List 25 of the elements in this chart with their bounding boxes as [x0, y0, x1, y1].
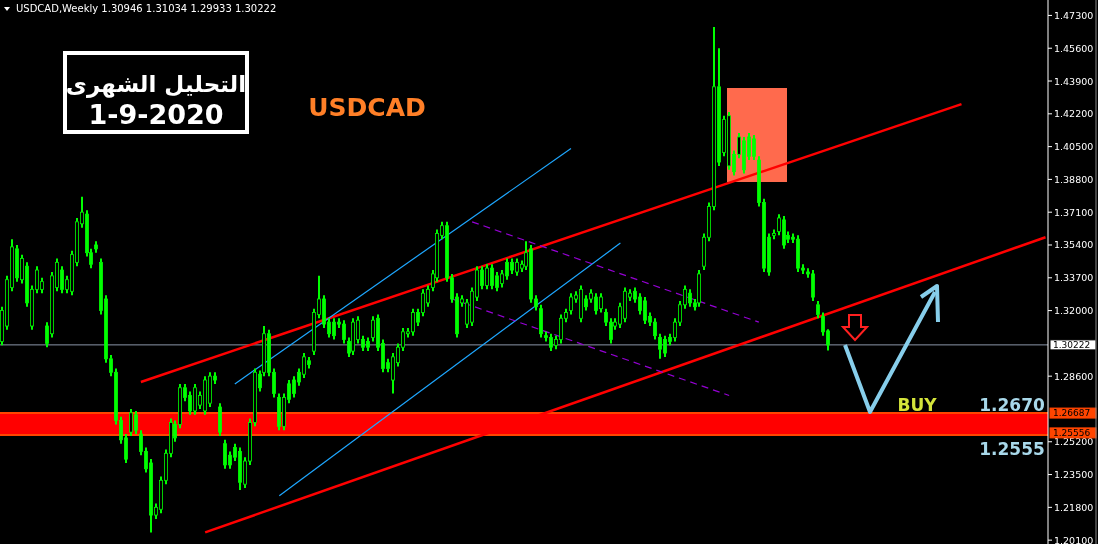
- y-tick-label: 1.40500: [1054, 141, 1094, 153]
- y-tick-label: 1.38800: [1054, 173, 1094, 185]
- annotation: BUY: [897, 395, 938, 415]
- y-tick-label: 1.45600: [1054, 42, 1094, 54]
- annotation: 1.2555: [979, 439, 1045, 460]
- y-tick-label: 1.32000: [1054, 305, 1094, 317]
- y-tick-label: 1.37100: [1054, 206, 1094, 218]
- y-tick-label: 1.28600: [1054, 370, 1094, 382]
- text: 1-9-2020: [88, 99, 224, 130]
- y-tick-label: 1.42200: [1054, 108, 1094, 120]
- y-tick-label: 1.47300: [1054, 9, 1094, 21]
- y-tick-label: 1.33700: [1054, 272, 1094, 284]
- y-tick-label: 1.25200: [1054, 436, 1094, 448]
- text: التحليل الشهرى: [65, 71, 247, 98]
- y-tick-label: 1.35400: [1054, 239, 1094, 251]
- y-tick-label: 1.21800: [1054, 501, 1094, 513]
- y-tick-label: 1.23500: [1054, 469, 1094, 481]
- y-tick-label: 1.20100: [1054, 534, 1094, 544]
- ref-line-label: 1.26687: [1053, 408, 1091, 419]
- ref-line-label: 1.30222: [1053, 339, 1091, 350]
- annotation: USDCAD: [308, 93, 426, 122]
- annotation: USDCAD,Weekly 1.30946 1.31034 1.29933 1.30222: [16, 3, 277, 14]
- ref-line-label: 1.25556: [1053, 427, 1091, 438]
- annotation: 1.2670: [979, 394, 1045, 415]
- y-tick-label: 1.43900: [1054, 75, 1094, 87]
